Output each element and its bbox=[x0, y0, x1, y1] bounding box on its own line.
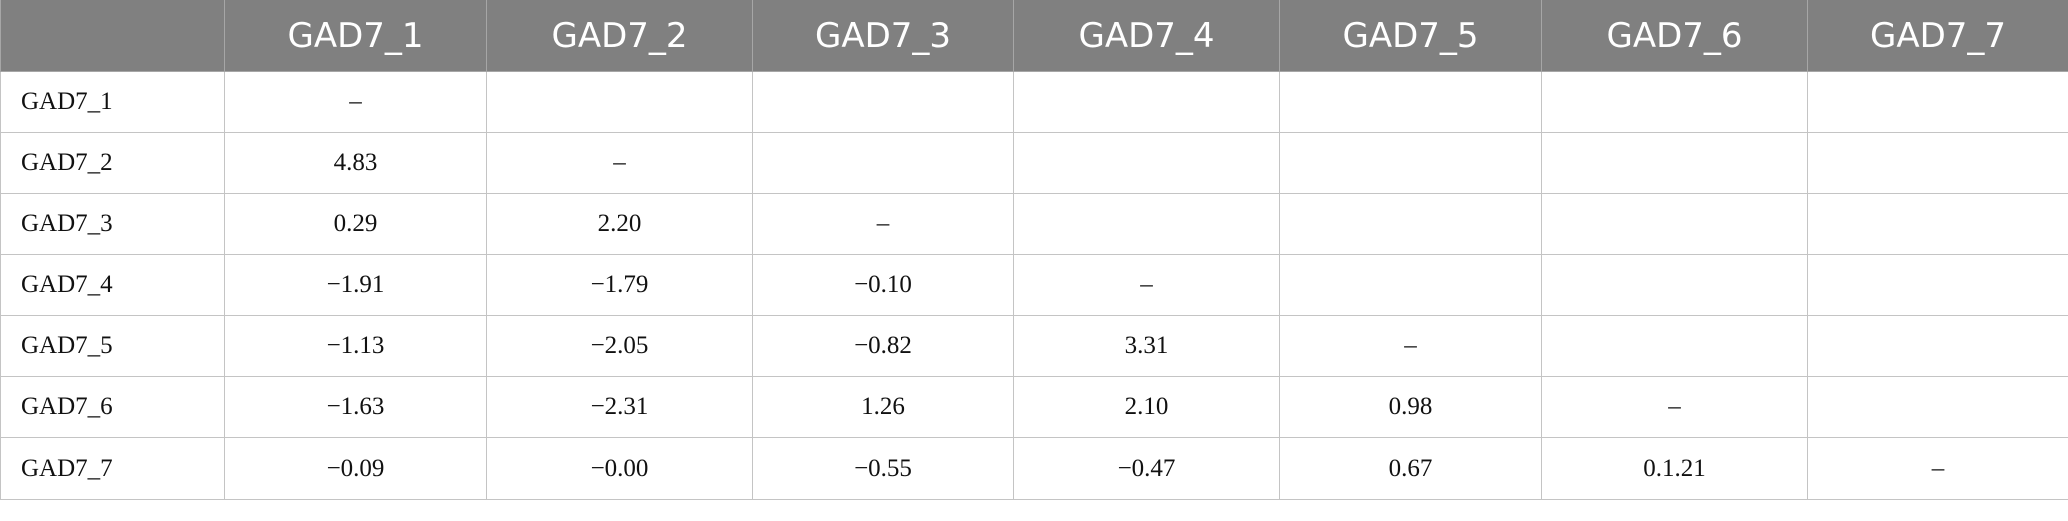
table-row: GAD7_3 0.29 2.20 – bbox=[0, 193, 2068, 255]
table-cell: 4.83 bbox=[224, 132, 487, 194]
header-cell-gad7-1: GAD7_1 bbox=[224, 0, 487, 72]
table-cell: −0.47 bbox=[1013, 437, 1280, 500]
table-cell bbox=[486, 71, 753, 133]
row-label: GAD7_6 bbox=[0, 376, 225, 438]
table-cell: 0.1.21 bbox=[1541, 437, 1808, 500]
table-cell bbox=[1807, 376, 2068, 438]
table-cell: 0.98 bbox=[1279, 376, 1542, 438]
table-row: GAD7_1 – bbox=[0, 71, 2068, 133]
table-cell: −0.82 bbox=[752, 315, 1014, 377]
table-cell bbox=[1279, 193, 1542, 255]
table-cell bbox=[752, 132, 1014, 194]
header-cell-gad7-7: GAD7_7 bbox=[1807, 0, 2068, 72]
header-cell-gad7-3: GAD7_3 bbox=[752, 0, 1014, 72]
header-cell-gad7-4: GAD7_4 bbox=[1013, 0, 1280, 72]
header-cell-gad7-6: GAD7_6 bbox=[1541, 0, 1808, 72]
table-cell: −0.09 bbox=[224, 437, 487, 500]
table-cell: – bbox=[1279, 315, 1542, 377]
table-cell: 2.10 bbox=[1013, 376, 1280, 438]
table-cell: – bbox=[486, 132, 753, 194]
table-cell: – bbox=[752, 193, 1014, 255]
table-cell bbox=[1541, 71, 1808, 133]
table-cell: −1.63 bbox=[224, 376, 487, 438]
table-cell bbox=[1807, 71, 2068, 133]
table-cell bbox=[1807, 254, 2068, 316]
table-header-row: GAD7_1 GAD7_2 GAD7_3 GAD7_4 GAD7_5 GAD7_… bbox=[0, 0, 2068, 72]
table-cell: 1.26 bbox=[752, 376, 1014, 438]
table-cell bbox=[1541, 254, 1808, 316]
table-cell: 0.29 bbox=[224, 193, 487, 255]
table-cell bbox=[1013, 132, 1280, 194]
row-label: GAD7_7 bbox=[0, 437, 225, 500]
table-cell bbox=[1279, 132, 1542, 194]
table-cell: −1.91 bbox=[224, 254, 487, 316]
table-row: GAD7_5 −1.13 −2.05 −0.82 3.31 – bbox=[0, 315, 2068, 377]
correlation-matrix-table: GAD7_1 GAD7_2 GAD7_3 GAD7_4 GAD7_5 GAD7_… bbox=[0, 0, 2068, 500]
table-cell: −2.05 bbox=[486, 315, 753, 377]
table-cell bbox=[1541, 132, 1808, 194]
table-row: GAD7_4 −1.91 −1.79 −0.10 – bbox=[0, 254, 2068, 316]
table-cell bbox=[1013, 193, 1280, 255]
table-cell: −0.55 bbox=[752, 437, 1014, 500]
table-cell: – bbox=[1541, 376, 1808, 438]
row-label: GAD7_5 bbox=[0, 315, 225, 377]
table-cell bbox=[1807, 132, 2068, 194]
table-cell bbox=[1807, 193, 2068, 255]
table-cell: −1.79 bbox=[486, 254, 753, 316]
table-cell bbox=[1541, 193, 1808, 255]
table-cell: −0.10 bbox=[752, 254, 1014, 316]
table-cell bbox=[1013, 71, 1280, 133]
table-cell bbox=[1541, 315, 1808, 377]
header-cell-corner bbox=[0, 0, 225, 72]
table-cell: 2.20 bbox=[486, 193, 753, 255]
header-cell-gad7-2: GAD7_2 bbox=[486, 0, 753, 72]
row-label: GAD7_3 bbox=[0, 193, 225, 255]
table-row: GAD7_6 −1.63 −2.31 1.26 2.10 0.98 – bbox=[0, 376, 2068, 438]
table-cell: −1.13 bbox=[224, 315, 487, 377]
table-cell: – bbox=[1013, 254, 1280, 316]
table-cell bbox=[1807, 315, 2068, 377]
table-row: GAD7_2 4.83 – bbox=[0, 132, 2068, 194]
table-cell bbox=[752, 71, 1014, 133]
header-cell-gad7-5: GAD7_5 bbox=[1279, 0, 1542, 72]
row-label: GAD7_4 bbox=[0, 254, 225, 316]
table-cell: 3.31 bbox=[1013, 315, 1280, 377]
table-row: GAD7_7 −0.09 −0.00 −0.55 −0.47 0.67 0.1.… bbox=[0, 437, 2068, 500]
table-cell bbox=[1279, 254, 1542, 316]
table-cell bbox=[1279, 71, 1542, 133]
table-cell: −2.31 bbox=[486, 376, 753, 438]
table-cell: – bbox=[1807, 437, 2068, 500]
table-cell: – bbox=[224, 71, 487, 133]
row-label: GAD7_2 bbox=[0, 132, 225, 194]
table-cell: 0.67 bbox=[1279, 437, 1542, 500]
table-cell: −0.00 bbox=[486, 437, 753, 500]
row-label: GAD7_1 bbox=[0, 71, 225, 133]
